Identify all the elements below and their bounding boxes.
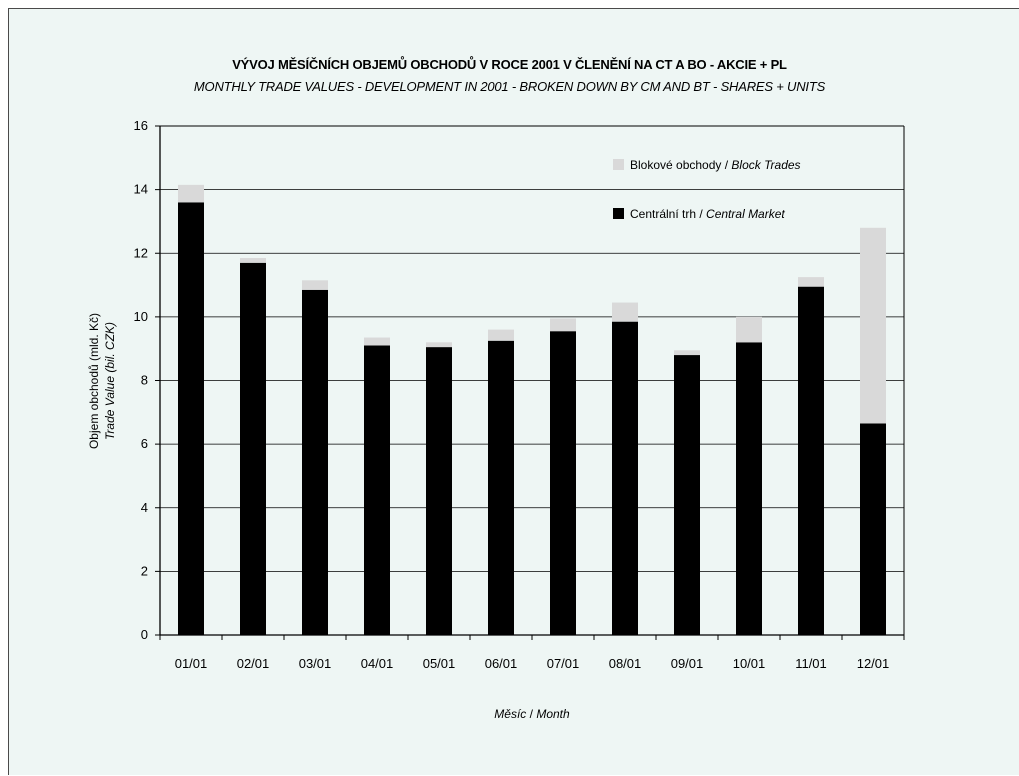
y-tick-label: 12 [134,245,148,260]
legend-swatch-central-market [613,208,624,219]
x-tick-label: 03/01 [299,656,332,671]
legend-label-block-trades: Blokové obchody / Block Trades [630,158,801,172]
x-axis-label-en: Month [536,707,570,721]
y-tick-label: 16 [134,118,148,133]
x-axis-label-separator: / [526,707,536,721]
legend-block-trades-cz: Blokové obchody [630,158,721,172]
legend-label-central-market: Centrální trh / Central Market [630,207,785,221]
legend-swatch-block-trades [613,159,624,170]
x-tick-label: 01/01 [175,656,208,671]
bar-central-market-01-01 [178,202,204,635]
x-tick-label: 11/01 [795,656,827,671]
bar-block-trades-05-01 [426,342,452,348]
bar-central-market-05-01 [426,347,452,635]
chart-subtitle: MONTHLY TRADE VALUES - DEVELOPMENT IN 20… [193,79,826,94]
x-tick-label: 08/01 [609,656,642,671]
bar-central-market-12-01 [860,423,886,635]
bar-central-market-09-01 [674,355,700,635]
bar-block-trades-02-01 [240,258,266,263]
bar-block-trades-10-01 [736,316,762,343]
y-axis-label-en: Trade Value (bil. CZK) [103,322,117,440]
x-tick-label: 05/01 [423,656,456,671]
bars [178,184,886,635]
x-axis-label: Měsíc / Month [494,707,570,721]
bar-block-trades-01-01 [178,184,204,203]
y-tick-label: 4 [141,500,148,515]
y-tick-label: 6 [141,436,148,451]
x-tick-labels: 01/01 02/01 03/01 04/01 05/01 06/01 07/01 08/01… [159,635,905,671]
y-axis-label: Objem obchodů (mld. Kč) [87,313,101,449]
x-tick-label: 09/01 [671,656,704,671]
bar-block-trades-04-01 [364,337,390,346]
x-tick-label: 10/01 [733,656,766,671]
bar-central-market-04-01 [364,345,390,635]
bar-block-trades-03-01 [302,280,328,290]
bar-central-market-07-01 [550,331,576,635]
legend-block-trades-en: Block Trades [731,158,800,172]
bar-block-trades-09-01 [674,350,700,356]
x-tick-label: 12/01 [857,656,890,671]
bar-block-trades-06-01 [488,329,514,341]
legend-block-trades-sep: / [721,158,731,172]
y-tick-label: 8 [141,373,148,388]
y-tick-label: 2 [141,563,148,578]
y-tick-label: 10 [134,309,148,324]
x-tick-label: 07/01 [547,656,580,671]
legend-central-market-en: Central Market [706,207,785,221]
x-tick-label: 04/01 [361,656,394,671]
bar-block-trades-08-01 [612,302,638,322]
bar-block-trades-07-01 [550,318,576,332]
bar-central-market-11-01 [798,286,824,635]
legend-central-market-sep: / [696,207,706,221]
x-axis-label-cz: Měsíc [494,707,526,721]
bar-central-market-06-01 [488,340,514,635]
y-tick-label: 0 [141,627,148,642]
bar-block-trades-11-01 [798,277,824,287]
bar-central-market-10-01 [736,342,762,635]
bar-central-market-02-01 [240,262,266,635]
x-tick-label: 06/01 [485,656,518,671]
grid-lines [160,189,904,572]
chart-title: VÝVOJ MĚSÍČNÍCH OBJEMŮ OBCHODŮ V ROCE 20… [232,57,787,72]
legend: Blokové obchody / Block Trades Centrální… [613,158,801,221]
y-tick-labels: 0 2 4 6 8 10 12 14 16 [134,118,160,642]
bar-central-market-03-01 [302,289,328,635]
x-tick-label: 02/01 [237,656,270,671]
bar-block-trades-12-01 [860,227,886,424]
y-tick-label: 14 [134,182,148,197]
bar-central-market-08-01 [612,321,638,635]
legend-central-market-cz: Centrální trh [630,207,696,221]
